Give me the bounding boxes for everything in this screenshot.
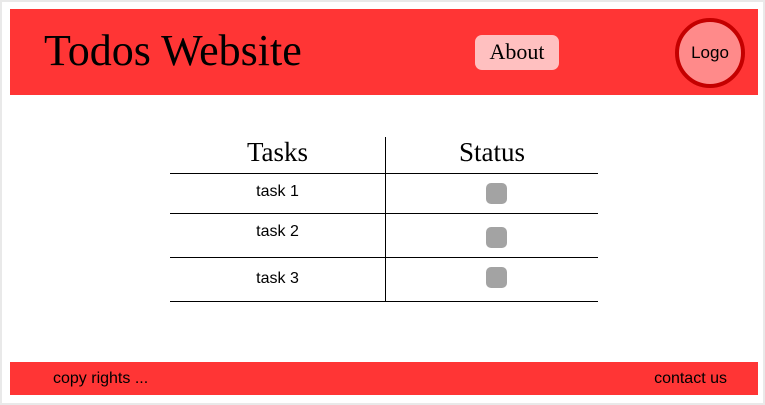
table-row: task 1 <box>170 173 598 213</box>
logo[interactable]: Logo <box>675 18 745 88</box>
site-title: Todos Website <box>44 26 302 75</box>
row-divider <box>170 213 598 214</box>
row-divider <box>170 257 598 258</box>
footer: copy rights ... contact us <box>10 362 758 395</box>
row-divider <box>170 301 598 302</box>
task-label: task 2 <box>256 223 299 240</box>
copyright-text: copy rights ... <box>53 370 149 387</box>
status-checkbox[interactable] <box>486 227 507 248</box>
task-label: task 1 <box>256 183 299 200</box>
status-checkbox[interactable] <box>486 267 507 288</box>
contact-link[interactable]: contact us <box>654 370 727 387</box>
column-divider <box>385 137 386 301</box>
table-row: task 3 <box>170 257 598 301</box>
header-divider <box>170 173 598 174</box>
status-header: Status <box>458 137 525 167</box>
about-button[interactable]: About <box>475 35 559 70</box>
header: Todos Website About Logo <box>10 9 758 95</box>
tasks-header: Tasks <box>246 137 309 167</box>
status-checkbox[interactable] <box>486 183 507 204</box>
task-label: task 3 <box>256 270 299 287</box>
table-row: task 2 <box>170 213 598 257</box>
